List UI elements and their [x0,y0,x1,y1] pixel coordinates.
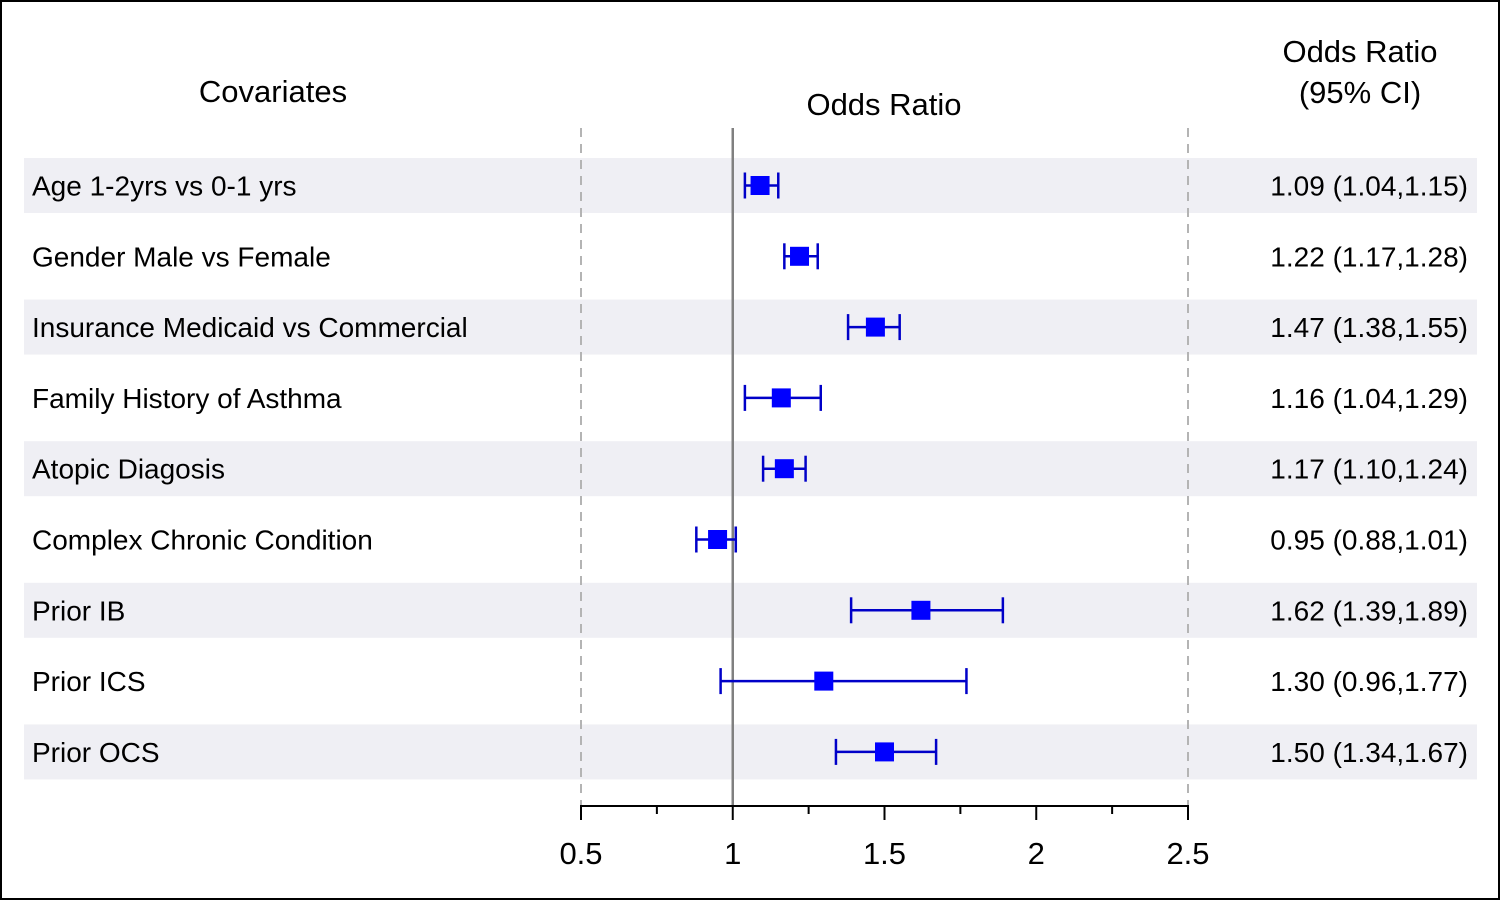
estimate-row [743,384,823,411]
odds-ratio-marker [790,246,810,266]
ci-value: 1.16 (1.04,1.29) [1270,383,1468,414]
estimate-row [743,172,780,199]
estimate-row [719,668,968,695]
covariate-label: Age 1-2yrs vs 0-1 yrs [32,171,297,202]
row-band [24,582,1477,638]
x-tick-label: 1 [724,836,741,871]
ci-value: 1.30 (0.96,1.77) [1270,666,1468,697]
odds-ratio-marker [865,317,885,337]
row-shading-layer [24,158,1477,780]
covariate-label: Family History of Asthma [32,383,342,414]
odds-ratio-marker [771,388,791,408]
estimate-row [783,243,819,270]
covariates-header: Covariates [199,74,347,109]
ci-value: 1.62 (1.39,1.89) [1270,595,1468,626]
ci-value: 1.17 (1.10,1.24) [1270,454,1468,485]
estimate-row [695,526,738,553]
covariate-label: Complex Chronic Condition [32,525,373,556]
ci-header-line-2: (95% CI) [1299,75,1421,110]
row-band [24,441,1477,497]
x-axis: 0.5 1 1.5 2 2.5 [559,805,1210,871]
ci-value: 1.50 (1.34,1.67) [1270,737,1468,768]
ci-value: 1.09 (1.04,1.15) [1270,171,1468,202]
odds-ratio-marker [708,530,728,549]
ci-value: 1.22 (1.17,1.28) [1270,241,1468,272]
estimates-layer [695,172,1005,765]
covariate-label: Atopic Diagosis [32,454,225,485]
covariate-label: Prior ICS [32,666,146,697]
odds-ratio-marker [750,176,770,195]
covariate-label: Gender Male vs Female [32,241,331,272]
row-labels-layer: Age 1-2yrs vs 0-1 yrs 1.09 (1.04,1.15) Gen… [32,171,1468,768]
estimate-row [846,314,901,341]
row-band [24,724,1477,780]
ci-value: 1.47 (1.38,1.55) [1270,312,1468,343]
x-tick-label: 2 [1028,836,1045,871]
reference-lines-layer [580,128,1189,806]
odds-ratio-marker [875,742,894,762]
odds-ratio-header: Odds Ratio [806,87,961,122]
x-tick-label: 2.5 [1166,836,1209,871]
covariate-label: Prior IB [32,595,125,626]
estimate-row [761,455,807,482]
ci-header-line-1: Odds Ratio [1282,34,1437,69]
covariate-label: Prior OCS [32,737,160,768]
estimate-row [849,597,1005,624]
row-band [24,299,1477,355]
x-tick-label: 1.5 [863,836,906,871]
odds-ratio-marker [814,671,834,691]
ci-value: 0.95 (0.88,1.01) [1270,525,1468,556]
odds-ratio-marker [911,600,931,620]
odds-ratio-marker [774,459,794,479]
estimate-row [834,738,938,765]
covariate-label: Insurance Medicaid vs Commercial [32,312,468,343]
x-tick-label: 0.5 [559,836,602,871]
